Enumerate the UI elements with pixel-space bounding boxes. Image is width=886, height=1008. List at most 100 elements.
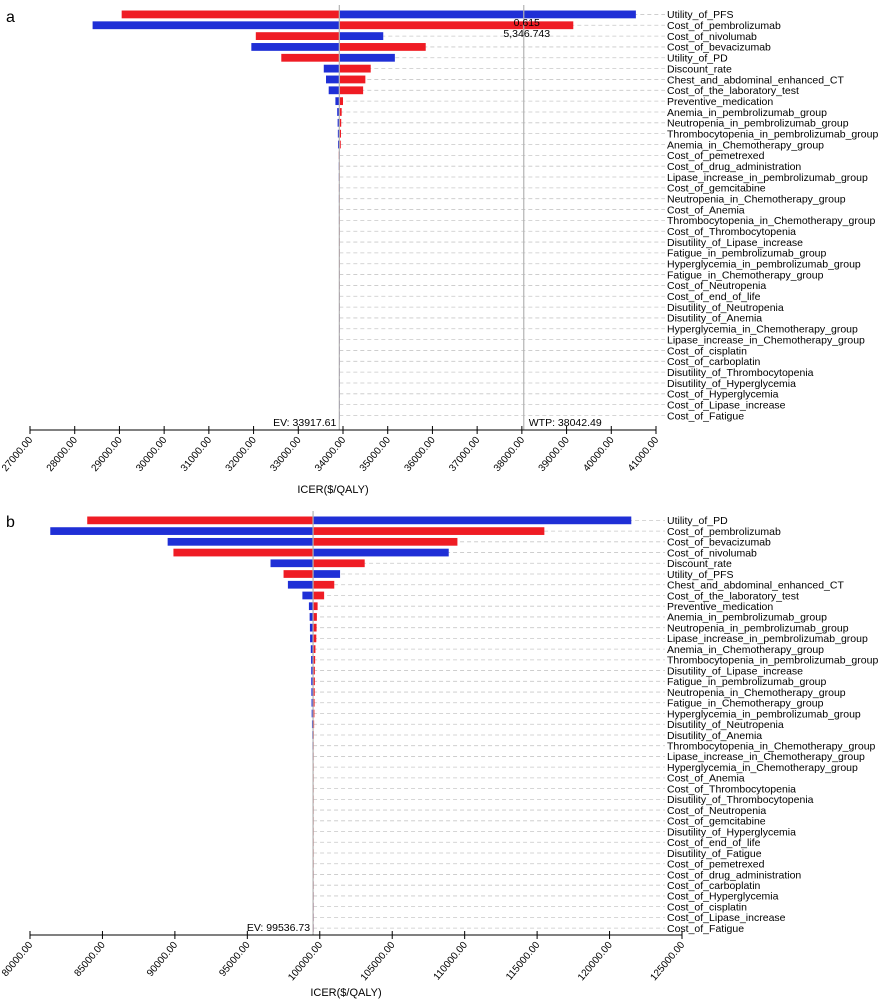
parameter-label: Cost_of_bevacizumab <box>667 537 771 549</box>
parameter-label: Disutility_of_Hyperglycemia <box>667 826 796 838</box>
bar-high <box>337 108 340 116</box>
parameter-label: Cost_of_pembrolizumab <box>667 20 781 32</box>
parameter-label: Cost_of_end_of_life <box>667 291 761 303</box>
bar-high <box>308 602 314 611</box>
annotation-text: 5,346.743 <box>503 28 550 40</box>
parameter-label: Lipase_increase_in_pembrolizumab_group <box>667 633 868 645</box>
bar-low <box>313 709 315 718</box>
parameter-label: Thrombocytopenia_in_pembrolizumab_group <box>667 655 878 667</box>
parameter-label: Disutility_of_Lipase_increase <box>667 665 803 677</box>
parameter-label: Cost_of_nivolumab <box>667 547 757 559</box>
parameter-label: Anemia_in_pembrolizumab_group <box>667 107 827 119</box>
parameter-label: Cost_of_drug_administration <box>667 161 801 173</box>
parameter-label: Cost_of_end_of_life <box>667 837 761 849</box>
bar-low <box>339 97 343 106</box>
bar-low <box>313 634 317 643</box>
bar-high <box>92 21 340 30</box>
bar-low <box>313 688 315 696</box>
bar-low <box>339 86 364 95</box>
x-tick-label: 32000.00 <box>224 435 260 474</box>
bar-high <box>313 516 632 525</box>
x-tick-label: 40000.00 <box>581 435 617 474</box>
parameter-label: Neutropenia_in_pembrolizumab_group <box>667 622 849 634</box>
parameter-label: Utility_of_PFS <box>667 9 734 21</box>
parameter-label: Cost_of_nivolumab <box>667 31 757 43</box>
parameter-label: Hyperglycemia_in_Chemotherapy_group <box>667 762 858 774</box>
panel-label: b <box>6 514 15 531</box>
bar-low <box>339 43 426 51</box>
parameter-label: Preventive_medication <box>667 601 773 613</box>
bar-low <box>339 140 341 149</box>
x-tick-label: 37000.00 <box>447 435 483 474</box>
parameter-label: Lipase_increase_in_pembrolizumab_group <box>667 172 868 184</box>
parameter-label: Cost_of_Hyperglycemia <box>667 891 779 903</box>
ev-label: EV: 99536.73 <box>247 922 310 934</box>
x-tick-label: 39000.00 <box>537 435 573 474</box>
bar-low <box>173 548 314 557</box>
parameter-label: Hyperglycemia_in_Chemotherapy_group <box>667 324 858 336</box>
annotation-text: 0.615 <box>514 17 540 29</box>
bar-high <box>311 666 314 675</box>
bar-high <box>287 580 314 589</box>
bar-low <box>313 559 365 568</box>
bar-high <box>313 570 341 578</box>
parameter-label: Anemia_in_pembrolizumab_group <box>667 612 827 624</box>
parameter-label: Thrombocytopenia_in_Chemotherapy_group <box>667 740 876 752</box>
x-tick-label: 110000.00 <box>432 940 471 983</box>
parameter-label: Disutility_of_Lipase_increase <box>667 237 803 249</box>
parameter-label: Discount_rate <box>667 63 732 75</box>
bar-low <box>121 10 340 19</box>
x-tick-label: 38000.00 <box>492 435 528 474</box>
bar-low <box>339 64 371 73</box>
parameter-label: Cost_of_Anemia <box>667 204 745 216</box>
bar-high <box>302 591 314 600</box>
bar-low <box>281 53 340 62</box>
parameter-label: Preventive_medication <box>667 96 773 108</box>
bar-low <box>313 537 458 546</box>
bar-high <box>339 32 384 41</box>
parameter-label: Cost_of_Lipase_increase <box>667 912 786 924</box>
parameter-label: Utility_of_PD <box>667 515 728 527</box>
bar-low <box>313 527 545 535</box>
parameter-label: Hyperglycemia_in_pembrolizumab_group <box>667 708 861 720</box>
bar-high <box>251 43 340 51</box>
bar-low <box>313 655 316 664</box>
parameter-label: Utility_of_PFS <box>667 569 734 581</box>
bar-low <box>313 613 317 621</box>
parameter-label: Chest_and_abdominal_enhanced_CT <box>667 74 844 86</box>
parameter-label: Cost_of_drug_administration <box>667 869 801 881</box>
ev-label: EV: 33917.61 <box>273 417 336 429</box>
bar-high <box>270 559 314 568</box>
parameter-label: Utility_of_PD <box>667 53 728 65</box>
parameter-label: Anemia_in_Chemotherapy_group <box>667 644 824 656</box>
bar-high <box>309 613 314 621</box>
bar-high <box>311 698 314 707</box>
bar-high <box>337 140 340 149</box>
x-tick-label: 29000.00 <box>89 435 125 474</box>
parameter-label: Fatigue_in_Chemotherapy_group <box>667 269 824 281</box>
panel-a: a Utility_of_PFSCost_of_pembrolizumabCost… <box>0 5 878 496</box>
parameter-label: Cost_of_Thrombocytopenia <box>667 783 796 795</box>
bar-low <box>313 666 315 675</box>
panel-label: a <box>6 9 15 26</box>
bar-low <box>313 591 325 600</box>
parameter-label: Cost_of_carboplatin <box>667 356 761 368</box>
bar-low <box>313 677 315 686</box>
x-tick-label: 31000.00 <box>179 435 215 474</box>
bar-high <box>167 537 314 546</box>
parameter-label: Cost_of_gemcitabine <box>667 816 766 828</box>
bar-high <box>339 10 636 19</box>
x-tick-label: 120000.00 <box>576 940 615 984</box>
x-tick-label: 41000.00 <box>626 435 662 474</box>
parameter-label: Cost_of_gemcitabine <box>667 183 766 195</box>
bar-low <box>87 516 314 525</box>
parameter-label: Thrombocytopenia_in_pembrolizumab_group <box>667 128 878 140</box>
parameter-label: Neutropenia_in_Chemotherapy_group <box>667 194 846 206</box>
parameter-label: Cost_of_Anemia <box>667 773 745 785</box>
x-tick-label: 27000.00 <box>0 435 36 474</box>
bar-high <box>311 688 314 696</box>
parameter-label: Cost_of_cisplatin <box>667 345 747 357</box>
bar-low <box>339 21 574 30</box>
parameter-label: Cost_of_Neutropenia <box>667 805 766 817</box>
